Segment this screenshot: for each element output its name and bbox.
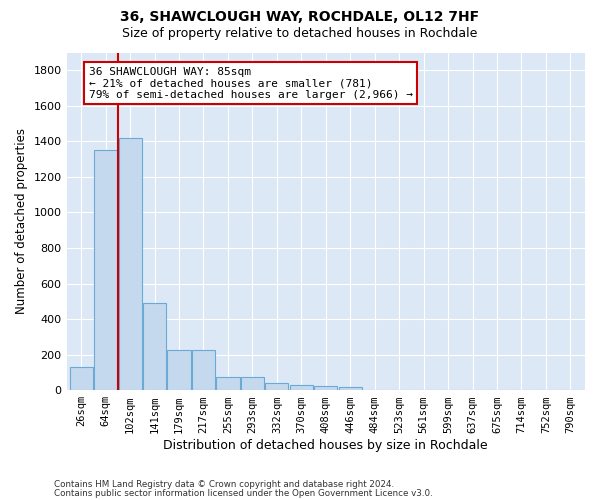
Bar bbox=[192, 350, 215, 390]
Text: Contains HM Land Registry data © Crown copyright and database right 2024.: Contains HM Land Registry data © Crown c… bbox=[54, 480, 394, 489]
Text: Contains public sector information licensed under the Open Government Licence v3: Contains public sector information licen… bbox=[54, 489, 433, 498]
Bar bbox=[70, 367, 93, 390]
Y-axis label: Number of detached properties: Number of detached properties bbox=[15, 128, 28, 314]
Bar bbox=[167, 350, 191, 390]
X-axis label: Distribution of detached houses by size in Rochdale: Distribution of detached houses by size … bbox=[163, 440, 488, 452]
Bar bbox=[290, 385, 313, 390]
Bar bbox=[119, 138, 142, 390]
Text: 36, SHAWCLOUGH WAY, ROCHDALE, OL12 7HF: 36, SHAWCLOUGH WAY, ROCHDALE, OL12 7HF bbox=[121, 10, 479, 24]
Bar bbox=[314, 386, 337, 390]
Bar bbox=[265, 383, 289, 390]
Bar bbox=[241, 377, 264, 390]
Bar bbox=[94, 150, 117, 390]
Bar bbox=[217, 377, 239, 390]
Text: 36 SHAWCLOUGH WAY: 85sqm
← 21% of detached houses are smaller (781)
79% of semi-: 36 SHAWCLOUGH WAY: 85sqm ← 21% of detach… bbox=[89, 66, 413, 100]
Bar bbox=[143, 303, 166, 390]
Bar bbox=[338, 386, 362, 390]
Text: Size of property relative to detached houses in Rochdale: Size of property relative to detached ho… bbox=[122, 28, 478, 40]
